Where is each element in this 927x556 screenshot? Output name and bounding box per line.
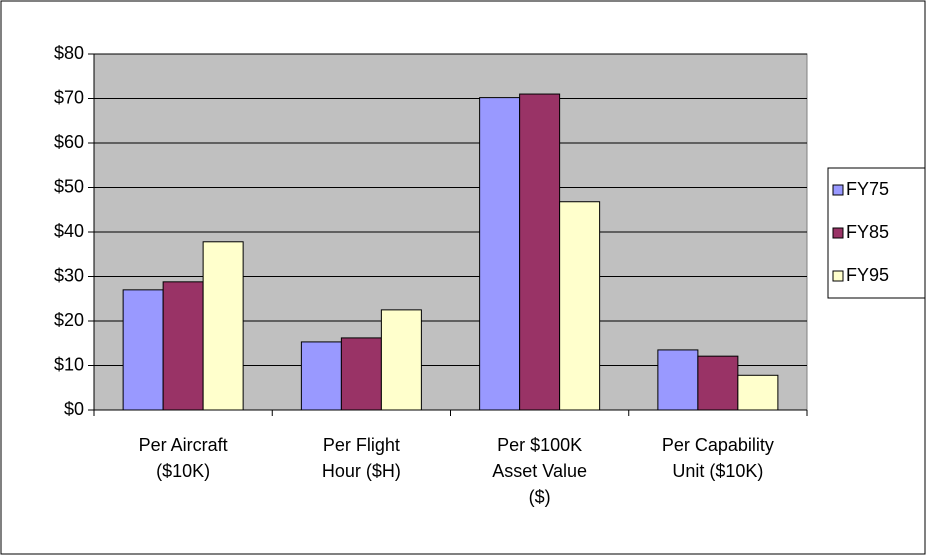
bar [657,349,699,411]
bar [737,374,779,411]
x-tick-label: Per Aircraft ($10K) [138,435,228,481]
bar [559,201,601,411]
bar [122,289,164,411]
bar [162,281,204,411]
x-tick-label: Per Flight Hour ($H) [321,435,401,481]
legend-label: FY95 [846,265,889,285]
bar [479,97,521,411]
bar [519,93,561,411]
y-tick-label: $30 [54,265,84,285]
legend-box [827,167,926,299]
bar [300,341,342,411]
x-tick-label: Per Capability Unit ($10K) [661,435,774,481]
y-tick-label: $80 [54,43,84,63]
legend-swatch [832,270,844,282]
x-tick-label: Per $100K Asset Value ($) [492,435,587,507]
y-tick-label: $0 [64,399,84,419]
y-tick-label: $70 [54,87,84,107]
legend-label: FY85 [846,222,889,242]
legend-swatch [832,227,844,239]
bar [697,355,739,411]
y-tick-label: $10 [54,354,84,374]
y-tick-label: $50 [54,176,84,196]
y-tick-label: $40 [54,221,84,241]
legend-swatch [832,184,844,196]
bar [202,241,244,411]
bar [340,337,382,411]
y-tick-label: $20 [54,310,84,330]
legend-label: FY75 [846,179,889,199]
y-tick-label: $60 [54,132,84,152]
bar [380,309,422,411]
